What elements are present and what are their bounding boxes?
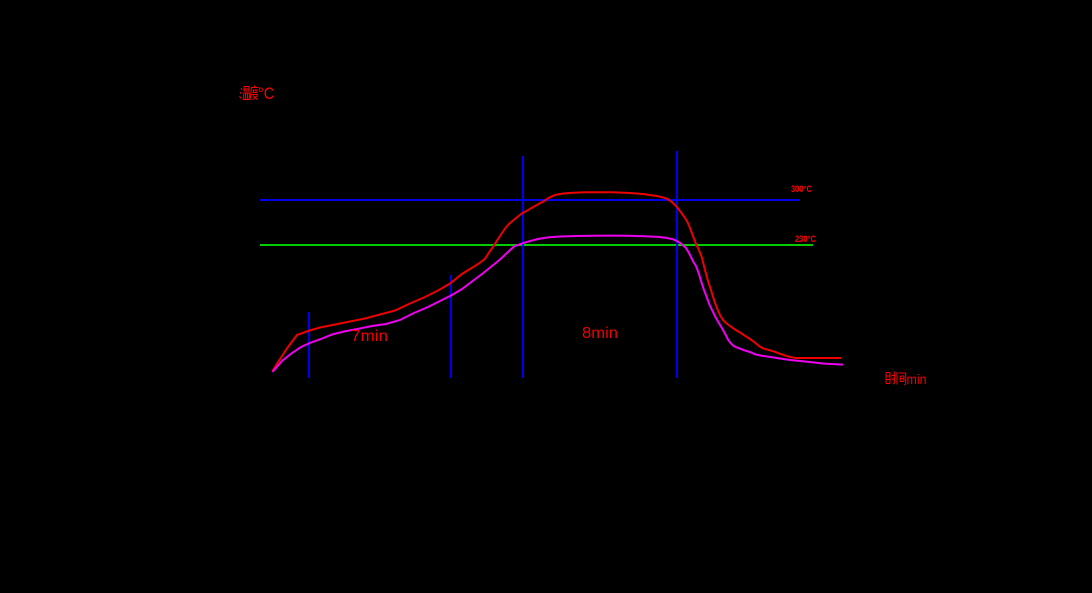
svg-text:300°C: 300°C — [791, 184, 812, 195]
svg-text:7min: 7min — [351, 328, 388, 345]
svg-text:8min: 8min — [582, 325, 618, 342]
svg-text:230°C: 230°C — [795, 234, 816, 245]
svg-text:min: min — [907, 371, 927, 387]
svg-text:°C: °C — [258, 84, 274, 103]
